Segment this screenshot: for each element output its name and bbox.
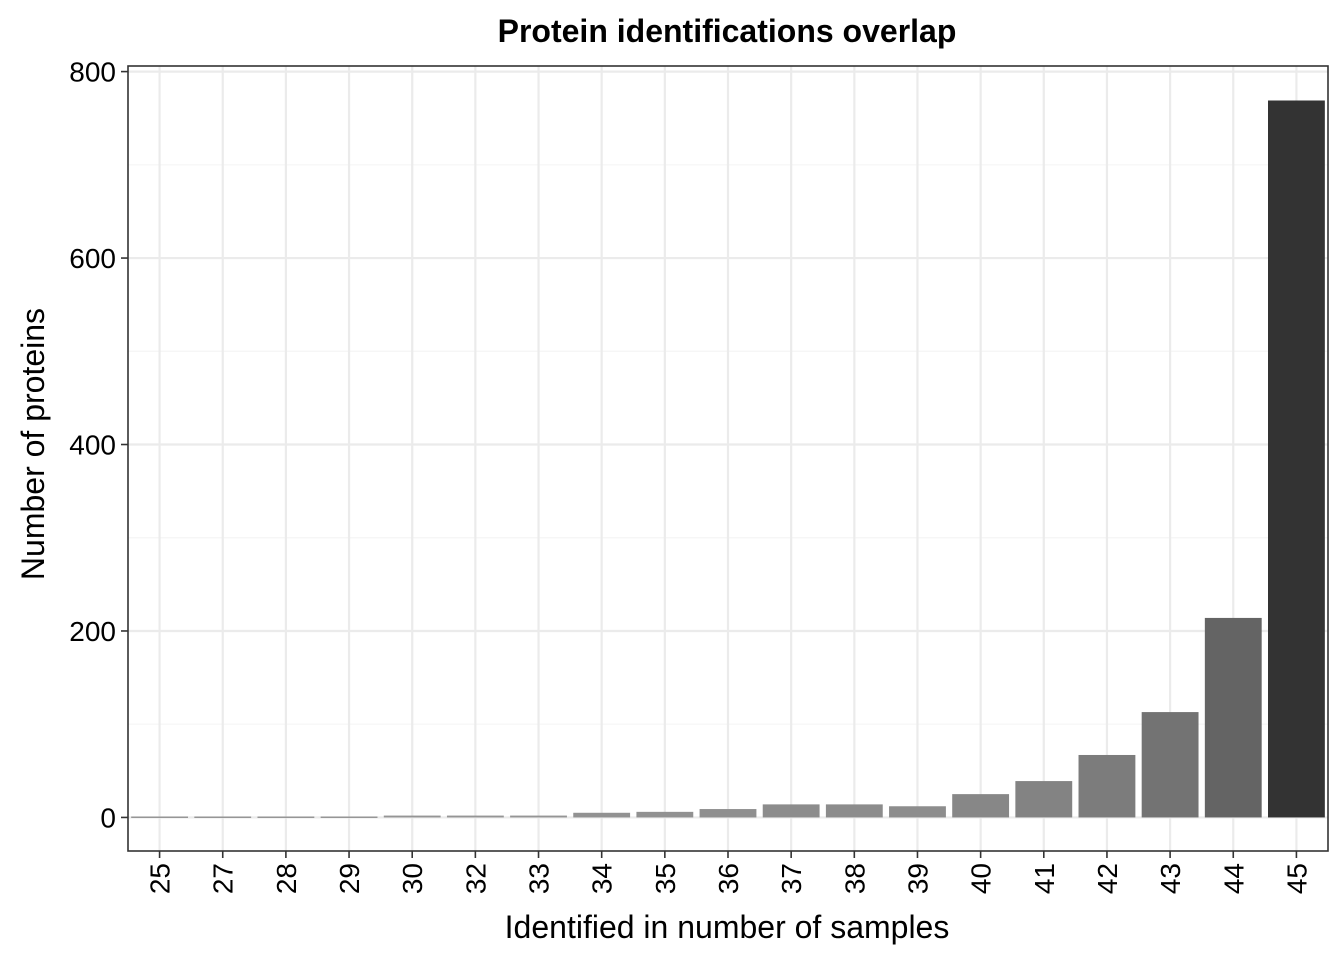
x-tick-label: 37 bbox=[776, 863, 807, 894]
bar-35 bbox=[636, 811, 694, 818]
x-tick-label: 27 bbox=[208, 863, 239, 894]
x-tick-label: 25 bbox=[145, 863, 176, 894]
bar-40 bbox=[952, 794, 1010, 818]
x-axis: 25 27 28 29 30 32 33 34 35 36 37 38 39 40 41 42 43 44 45 bbox=[145, 851, 1312, 894]
bar-28 bbox=[257, 816, 315, 819]
y-axis-label: Number of proteins bbox=[15, 308, 51, 580]
x-tick-label: 28 bbox=[271, 863, 302, 894]
y-tick-label: 400 bbox=[69, 430, 116, 461]
y-tick-label: 600 bbox=[69, 243, 116, 274]
x-tick-label: 34 bbox=[587, 863, 618, 894]
y-tick-label: 800 bbox=[69, 57, 116, 88]
bar-27 bbox=[194, 816, 252, 819]
bar-45 bbox=[1268, 100, 1325, 818]
bar-43 bbox=[1141, 712, 1199, 818]
bar-32 bbox=[446, 815, 504, 818]
x-tick-label: 32 bbox=[460, 863, 491, 894]
bar-33 bbox=[510, 815, 567, 818]
bar-30 bbox=[383, 815, 441, 818]
x-tick-label: 42 bbox=[1092, 863, 1123, 894]
x-axis-label: Identified in number of samples bbox=[505, 909, 950, 945]
bar-36 bbox=[699, 809, 757, 818]
bar-38 bbox=[825, 804, 883, 818]
chart-title: Protein identifications overlap bbox=[498, 13, 957, 49]
y-tick-label: 200 bbox=[69, 616, 116, 647]
x-tick-label: 41 bbox=[1029, 863, 1060, 894]
bar-39 bbox=[889, 806, 946, 818]
x-tick-label: 44 bbox=[1218, 863, 1249, 894]
x-tick-label: 30 bbox=[397, 863, 428, 894]
x-tick-label: 33 bbox=[524, 863, 555, 894]
x-tick-label: 38 bbox=[839, 863, 870, 894]
bars-layer bbox=[131, 100, 1325, 819]
y-axis: 0 200 400 600 800 bbox=[69, 57, 128, 833]
x-tick-label: 35 bbox=[650, 863, 681, 894]
bar-42 bbox=[1078, 754, 1136, 818]
x-tick-label: 45 bbox=[1281, 863, 1312, 894]
bar-37 bbox=[762, 804, 820, 818]
grid-layer bbox=[128, 66, 1328, 851]
x-tick-label: 39 bbox=[902, 863, 933, 894]
bar-44 bbox=[1204, 617, 1262, 818]
x-tick-label: 29 bbox=[334, 863, 365, 894]
x-tick-label: 36 bbox=[713, 863, 744, 894]
bar-25 bbox=[131, 816, 188, 819]
x-tick-label: 43 bbox=[1155, 863, 1186, 894]
bar-41 bbox=[1015, 781, 1073, 818]
bar-29 bbox=[320, 816, 378, 819]
x-tick-label: 40 bbox=[966, 863, 997, 894]
y-tick-label: 0 bbox=[100, 802, 116, 833]
bar-34 bbox=[573, 812, 631, 818]
